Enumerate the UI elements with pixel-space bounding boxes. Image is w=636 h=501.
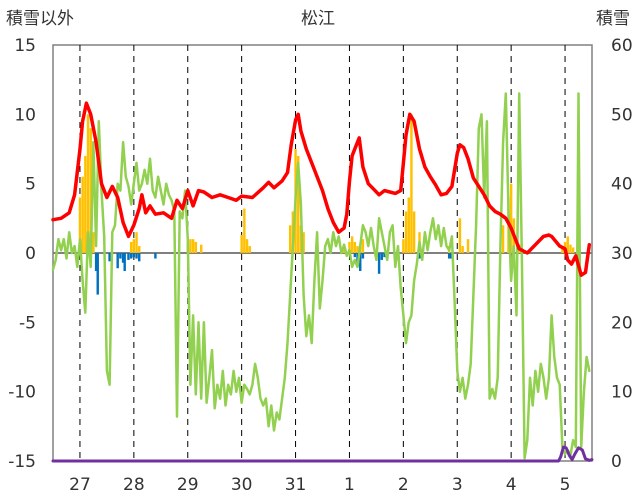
negative-bar xyxy=(135,253,138,259)
negative-bar xyxy=(129,253,133,259)
chart-title: 松江 xyxy=(301,9,335,29)
precipitation-bar xyxy=(245,239,249,253)
precipitation-bar xyxy=(132,239,136,253)
precipitation-bar xyxy=(191,239,195,253)
x-tick-label: 4 xyxy=(506,475,517,495)
precipitation-bar xyxy=(402,239,405,253)
precipitation-bar xyxy=(458,218,462,253)
precipitation-bar xyxy=(461,246,464,253)
precipitation-bar xyxy=(348,241,351,253)
precipitation-bar xyxy=(407,197,410,253)
precipitation-bar xyxy=(89,128,92,253)
precipitation-bar xyxy=(302,232,305,253)
negative-bar xyxy=(377,253,381,274)
precipitation-bar xyxy=(135,232,138,253)
negative-bar xyxy=(353,253,357,258)
negative-bar xyxy=(94,253,98,272)
negative-bar xyxy=(359,253,362,272)
negative-bar xyxy=(449,253,452,259)
precipitation-bar xyxy=(86,114,90,253)
right-axis-label: 積雪 xyxy=(596,9,630,29)
precipitation-bar xyxy=(404,211,408,253)
precipitation-bar xyxy=(350,236,354,253)
precipitation-bar xyxy=(138,246,141,253)
negative-bar xyxy=(447,253,451,259)
precipitation-bar xyxy=(248,246,251,253)
x-tick-label: 30 xyxy=(231,475,253,495)
precipitation-bar xyxy=(412,211,416,253)
left-tick-label: 5 xyxy=(25,175,36,195)
negative-bar xyxy=(132,253,136,258)
negative-bar xyxy=(383,253,386,258)
negative-bar xyxy=(119,253,122,259)
right-tick-label: 60 xyxy=(611,36,633,56)
left-tick-label: -15 xyxy=(8,452,36,472)
precipitation-bar xyxy=(569,244,572,253)
right-tick-label: 30 xyxy=(611,244,633,264)
precipitation-bar xyxy=(189,239,192,253)
right-tick-label: 10 xyxy=(611,383,633,403)
precipitation-bar xyxy=(571,247,575,253)
left-tick-label: 0 xyxy=(25,244,36,264)
left-tick-label: 15 xyxy=(14,36,36,56)
x-tick-label: 2 xyxy=(398,475,409,495)
precipitation-bar xyxy=(194,241,198,253)
left-axis-label: 積雪以外 xyxy=(6,9,74,29)
line-layer xyxy=(51,92,594,463)
right-tick-label: 0 xyxy=(611,452,622,472)
precipitation-bar xyxy=(410,114,413,253)
precipitation-bar xyxy=(353,241,357,253)
right-tick-label: 50 xyxy=(611,105,633,125)
negative-bar xyxy=(154,253,157,259)
x-tick-label: 1 xyxy=(344,475,355,495)
negative-bar xyxy=(96,253,99,295)
x-tick-label: 27 xyxy=(69,475,91,495)
negative-bar xyxy=(123,253,126,272)
x-tick-label: 3 xyxy=(452,475,463,495)
precipitation-bar xyxy=(84,155,87,253)
precipitation-bar xyxy=(356,246,359,253)
precipitation-bar xyxy=(288,225,292,253)
precipitation-bar xyxy=(92,232,95,253)
wind-line xyxy=(51,92,591,460)
right-tick-label: 20 xyxy=(611,313,633,333)
negative-bar xyxy=(418,253,421,259)
x-tick-label: 5 xyxy=(560,475,571,495)
precipitation-bar xyxy=(297,155,300,253)
precipitation-bar xyxy=(561,246,564,253)
precipitation-bar xyxy=(466,239,470,253)
negative-bar xyxy=(121,253,125,263)
left-tick-label: 10 xyxy=(14,105,36,125)
precipitation-bar xyxy=(81,176,84,253)
negative-bar xyxy=(108,253,111,262)
precipitation-bar xyxy=(200,244,203,253)
precipitation-bar xyxy=(78,197,82,253)
negative-bar xyxy=(127,253,130,260)
precipitation-bar xyxy=(566,236,569,253)
snow-line xyxy=(51,445,594,463)
precipitation-bar xyxy=(243,208,246,253)
precipitation-bar xyxy=(509,183,513,253)
precipitation-bar xyxy=(240,234,243,253)
precipitation-bar xyxy=(361,239,365,253)
precipitation-bar xyxy=(501,225,505,253)
x-tick-label: 28 xyxy=(123,475,145,495)
right-tick-label: 40 xyxy=(611,175,633,195)
negative-bar xyxy=(138,253,141,262)
x-tick-label: 29 xyxy=(177,475,199,495)
left-tick-label: -5 xyxy=(19,313,36,333)
negative-bar xyxy=(116,253,119,269)
negative-bar xyxy=(380,253,384,260)
x-tick-label: 31 xyxy=(285,475,307,495)
left-tick-label: -10 xyxy=(8,383,36,403)
temperature-line xyxy=(51,101,592,277)
negative-bar xyxy=(361,253,365,259)
precipitation-bar xyxy=(342,247,346,253)
precipitation-bar xyxy=(129,241,133,253)
